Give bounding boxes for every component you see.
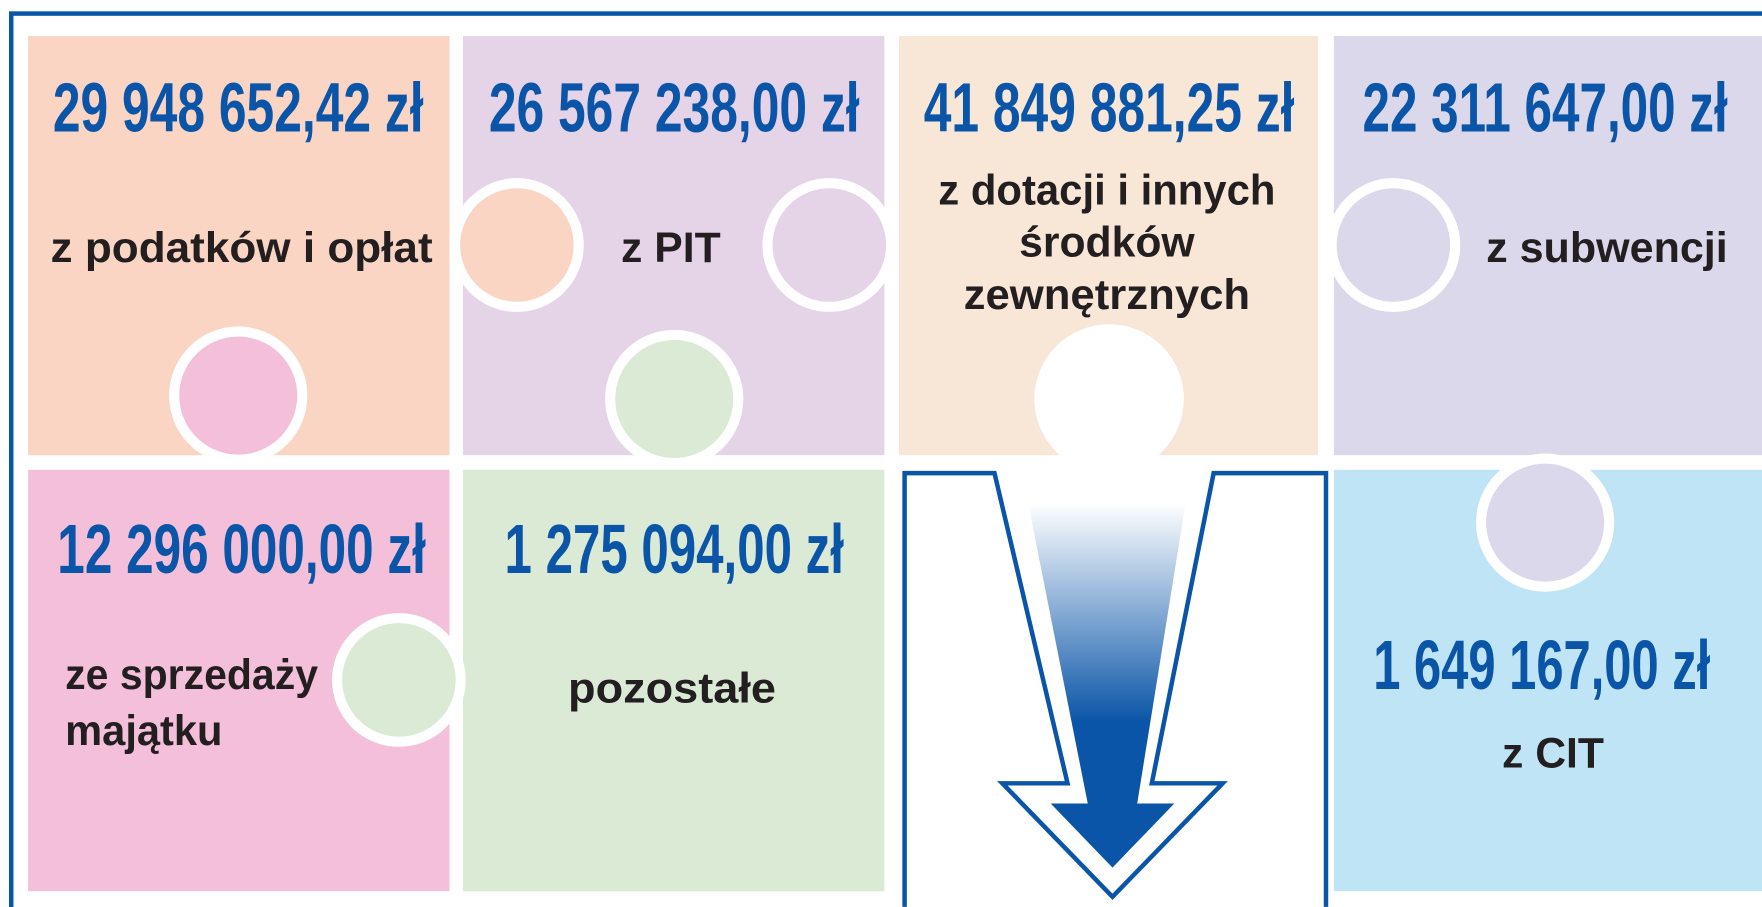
label: zewnętrznych xyxy=(964,271,1251,319)
puzzle-knob xyxy=(1476,453,1615,592)
arrow-outline xyxy=(902,470,1329,907)
amount: 41 849 881,25 zł xyxy=(924,69,1295,147)
puzzle-knob xyxy=(169,326,308,465)
frame xyxy=(8,11,1762,907)
amount: 26 567 238,00 zł xyxy=(489,69,860,147)
puzzle-knob xyxy=(762,178,897,312)
label: z podatków i opłat xyxy=(51,224,433,272)
puzzle-knob xyxy=(1326,178,1461,312)
arrow xyxy=(1028,503,1186,868)
amount: 1 649 167,00 zł xyxy=(1373,626,1710,704)
tile xyxy=(462,469,885,892)
amount: 29 948 652,42 zł xyxy=(53,69,424,147)
label: środków xyxy=(1019,218,1195,266)
puzzle-knob xyxy=(450,178,584,312)
amount: 22 311 647,00 zł xyxy=(1363,69,1728,147)
puzzle-knob xyxy=(332,613,466,747)
puzzle-knob xyxy=(605,329,744,469)
label: z CIT xyxy=(1502,730,1604,778)
amount: 12 296 000,00 zł xyxy=(57,510,426,588)
label: z dotacji i innych xyxy=(938,167,1275,215)
label: z PIT xyxy=(621,224,721,272)
puzzle-knob xyxy=(1034,324,1184,474)
label: majątku xyxy=(65,707,222,755)
label: z subwencji xyxy=(1486,224,1728,272)
label: ze sprzedaży xyxy=(65,651,318,699)
amount: 1 275 094,00 zł xyxy=(505,510,844,588)
label: pozostałe xyxy=(568,664,776,712)
